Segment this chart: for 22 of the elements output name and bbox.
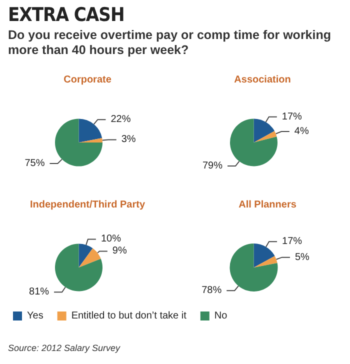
data-label: 10%: [100, 234, 122, 245]
data-label: 9%: [112, 246, 127, 257]
source-note: Source: 2012 Salary Survey: [8, 343, 120, 353]
chart-title: Corporate: [64, 74, 112, 86]
data-label: 79%: [202, 160, 223, 172]
data-label: 17%: [282, 111, 302, 122]
data-label: 5%: [294, 252, 310, 263]
data-label: 81%: [29, 286, 50, 298]
text: Do you receive overtime pay or comp time for working more than 40 hours per week?: [8, 28, 332, 58]
data-label: 3%: [121, 134, 136, 146]
chart-title: Independent/Third Party: [30, 200, 146, 210]
text: EXTRA CASH: [8, 4, 124, 26]
legend-label: Entitled to but don’t take it: [71, 310, 187, 322]
legend-label: Yes: [27, 310, 44, 322]
data-label: 22%: [110, 114, 131, 126]
data-label: 75%: [24, 158, 45, 170]
data-label: 4%: [294, 126, 309, 138]
chart-title: Association: [234, 74, 291, 86]
chart-title: All Planners: [238, 200, 297, 210]
data-label: 78%: [202, 285, 222, 296]
data-label: 17%: [282, 236, 302, 248]
legend-label: No: [214, 310, 228, 322]
